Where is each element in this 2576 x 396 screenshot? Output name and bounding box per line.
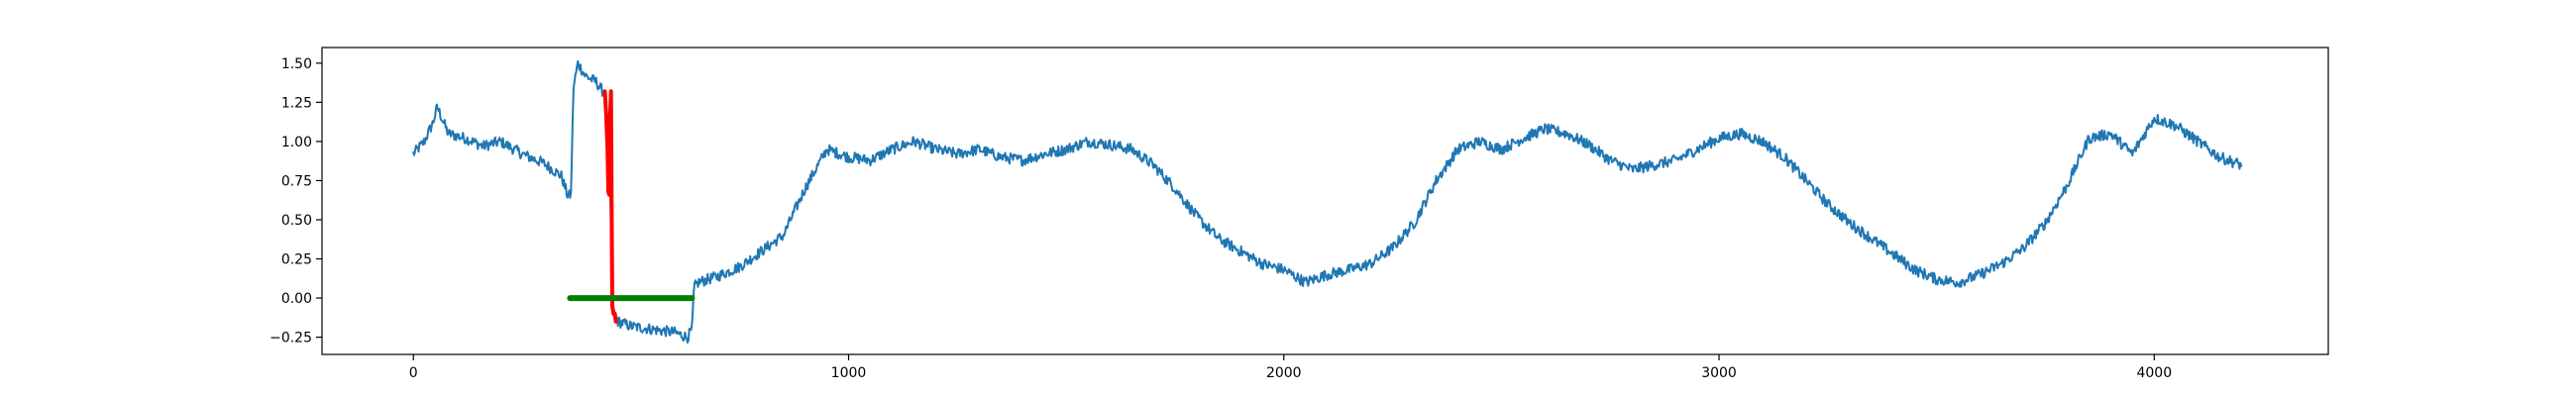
y-tick-label: 1.00 [281, 135, 312, 150]
y-tick-label: 0.25 [281, 252, 312, 268]
y-tick-label: −0.25 [269, 331, 312, 346]
series-layer [412, 59, 2243, 345]
x-tick-label: 2000 [1266, 365, 1302, 381]
x-tick-label: 0 [409, 365, 418, 381]
series-line-1 [412, 59, 2243, 345]
y-tick-label: 1.50 [281, 56, 312, 72]
y-tick-label: 0.00 [281, 291, 312, 307]
x-tick-label: 4000 [2136, 365, 2172, 381]
y-tick-label: 0.50 [281, 213, 312, 229]
x-axis: 0 1000 2000 3000 4000 [409, 354, 2172, 381]
series-line-2 [602, 89, 618, 324]
plot-frame [321, 47, 2329, 355]
y-tick-label: 0.75 [281, 173, 312, 189]
x-tick-label: 3000 [1701, 365, 1737, 381]
x-tick-label: 1000 [831, 365, 867, 381]
y-tick-label: 1.25 [281, 95, 312, 111]
y-axis: −0.25 0.00 0.25 0.50 0.75 1.00 1.25 1.50 [269, 56, 322, 346]
